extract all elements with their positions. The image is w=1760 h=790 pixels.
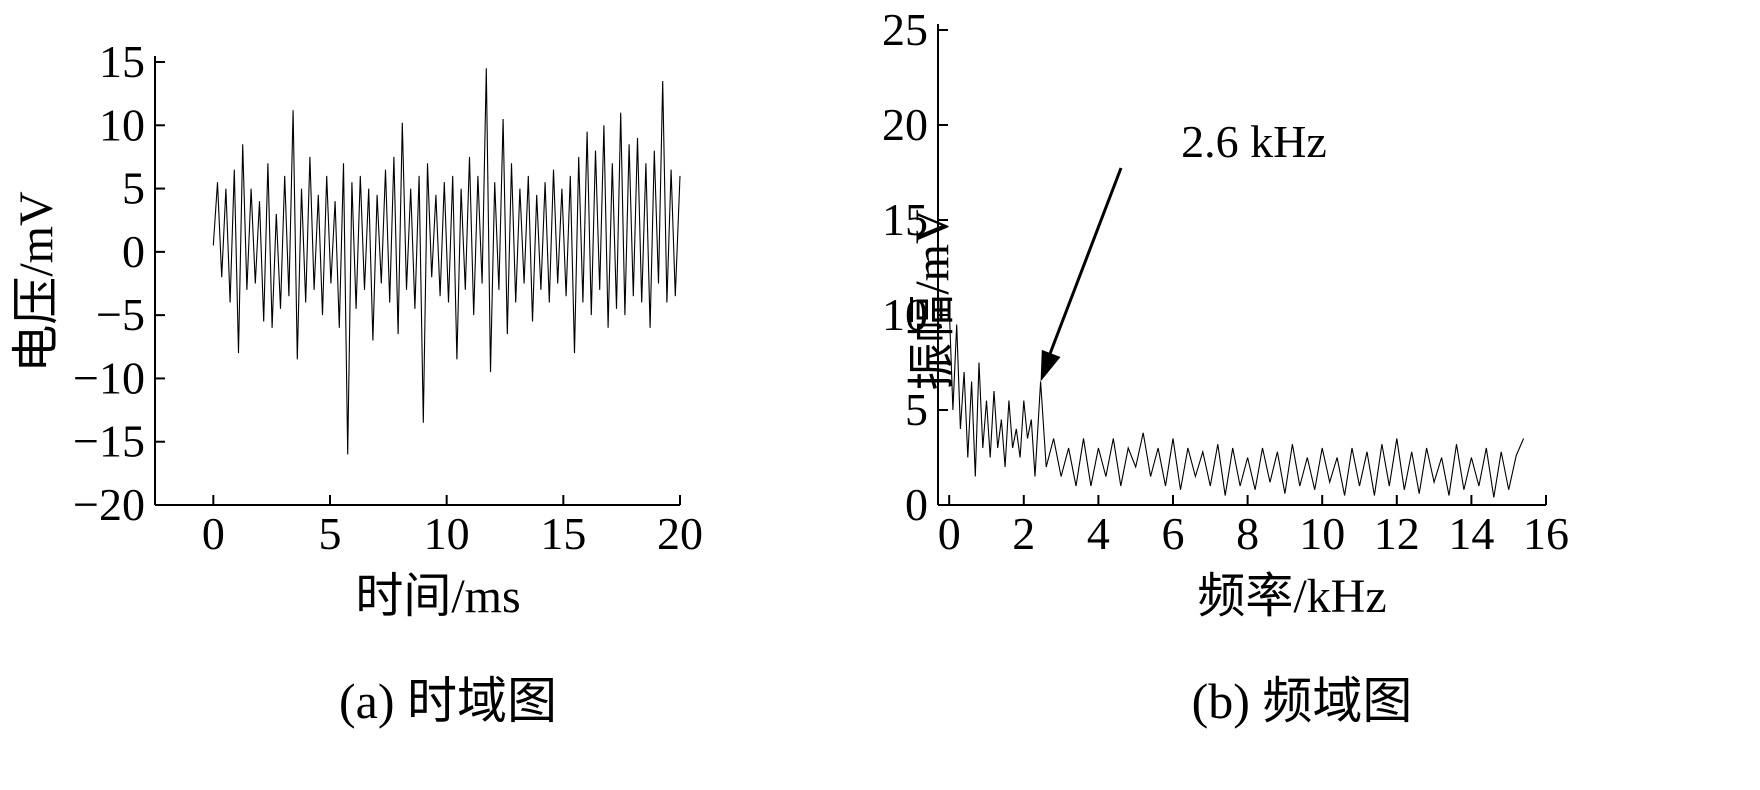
panel-a-ytick-label: −10 bbox=[73, 352, 145, 403]
panel-a-xtick-label: 0 bbox=[202, 508, 225, 559]
panel-b-ylabel: 振幅/mV bbox=[906, 209, 959, 391]
panel-b-xtick-label: 2 bbox=[1012, 508, 1035, 559]
panel-b-ytick-label: 15 bbox=[882, 194, 928, 245]
panel-b-annotation-arrow-shaft bbox=[1047, 167, 1123, 359]
panel-b-xtick-label: 4 bbox=[1087, 508, 1110, 559]
panel-a-xlabel: 时间/ms bbox=[355, 570, 520, 623]
panel-b-ytick-label: 10 bbox=[882, 289, 928, 340]
panel-a-ytick-label: −5 bbox=[96, 289, 145, 340]
panel-b-xtick-label: 12 bbox=[1374, 508, 1420, 559]
panel-b-ytick-label: 20 bbox=[882, 99, 928, 150]
panel-b-xlabel: 频率/kHz bbox=[1197, 570, 1386, 623]
panel-a-ytick-label: 5 bbox=[122, 163, 145, 214]
panel-b-xtick-label: 0 bbox=[938, 508, 961, 559]
panel-a-xtick-label: 10 bbox=[424, 508, 470, 559]
panel-b-peak-annotation: 2.6 kHz bbox=[1181, 116, 1327, 167]
panel-b-ytick-label: 0 bbox=[905, 479, 928, 530]
panel-a-ytick-label: 0 bbox=[122, 226, 145, 277]
panel-b-xtick-label: 8 bbox=[1236, 508, 1259, 559]
panel-a-plot-area: 0 5 10 15 20 −20 −15 −10 −5 0 5 10 15 bbox=[73, 36, 703, 559]
panel-a-ylabel: 电压/mV bbox=[10, 191, 63, 373]
panel-b-annotation-arrow-head bbox=[1040, 349, 1061, 382]
panel-a-ytick-label: 15 bbox=[99, 36, 145, 87]
panel-a-caption: (a) 时域图 bbox=[339, 673, 557, 729]
panel-a-time-domain: 0 5 10 15 20 −20 −15 −10 −5 0 5 10 15 电压/mV 时间/ms (a… bbox=[10, 36, 703, 729]
panel-a-ytick-label: −20 bbox=[73, 479, 145, 530]
panel-b-xtick-label: 10 bbox=[1299, 508, 1345, 559]
panel-a-xtick-label: 5 bbox=[319, 508, 342, 559]
panel-a-xtick-label: 15 bbox=[540, 508, 586, 559]
panel-b-ytick-label: 5 bbox=[905, 384, 928, 435]
panel-b-xtick-label: 16 bbox=[1523, 508, 1569, 559]
panel-b-signal-line bbox=[948, 305, 1525, 498]
panel-b-xtick-label: 6 bbox=[1161, 508, 1184, 559]
panel-a-ytick-label: 10 bbox=[99, 99, 145, 150]
panel-b-xtick-label: 14 bbox=[1448, 508, 1494, 559]
panel-b-ytick-label: 25 bbox=[882, 4, 928, 55]
panel-a-xtick-label: 20 bbox=[657, 508, 703, 559]
panel-b-caption: (b) 频域图 bbox=[1192, 673, 1413, 729]
panel-a-ytick-label: −15 bbox=[73, 416, 145, 467]
panel-a-signal-line bbox=[212, 68, 681, 455]
